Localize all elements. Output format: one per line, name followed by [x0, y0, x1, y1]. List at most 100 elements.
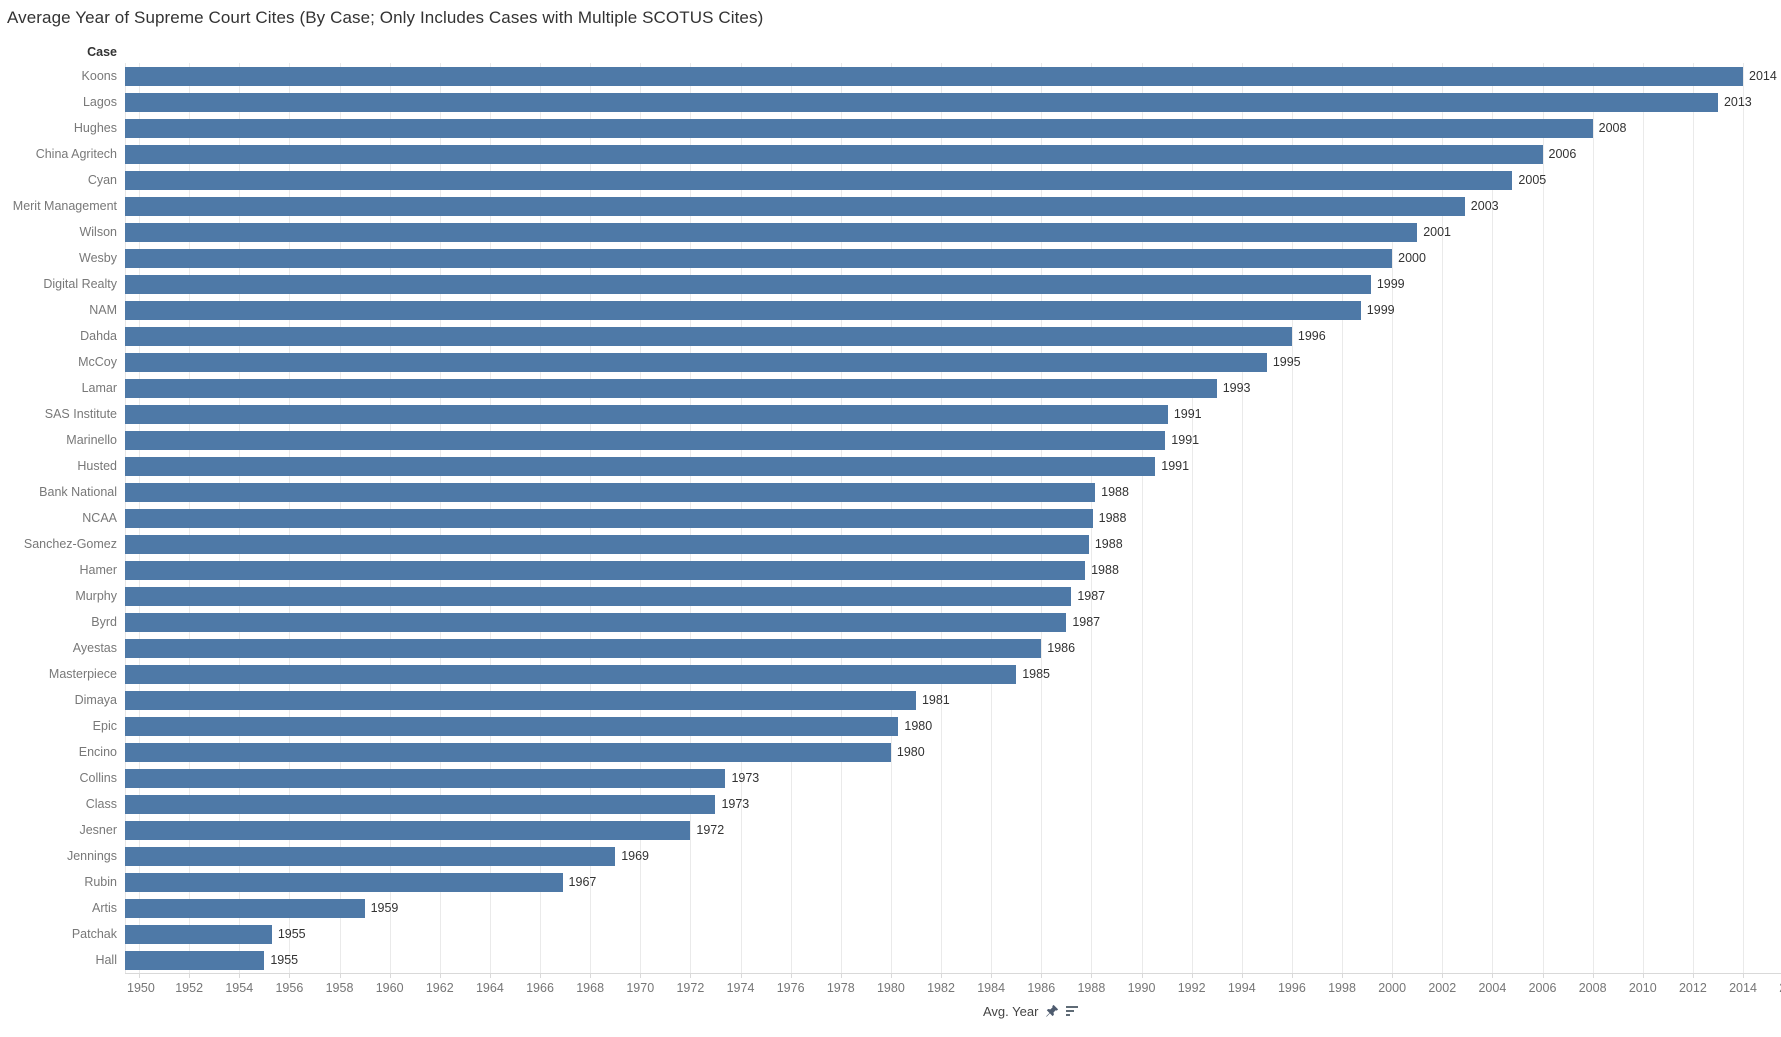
bar-value-label: 1991	[1161, 459, 1190, 473]
bar-encino[interactable]	[125, 742, 891, 762]
row-label-ayestas[interactable]: Ayestas	[72, 641, 117, 655]
row-label-nam[interactable]: NAM	[89, 303, 117, 317]
x-tick-mark	[1041, 973, 1043, 978]
row-label-jesner[interactable]: Jesner	[79, 823, 117, 837]
bar-lamar[interactable]	[125, 378, 1217, 398]
row-label-hamer[interactable]: Hamer	[79, 563, 117, 577]
bar-mccoy[interactable]	[125, 352, 1267, 372]
bar-wilson[interactable]	[125, 222, 1418, 242]
row-label-marinello[interactable]: Marinello	[66, 433, 117, 447]
row-label-bank-national[interactable]: Bank National	[39, 485, 117, 499]
bar-value-label: 1980	[896, 745, 925, 759]
x-tick-label: 1988	[1077, 981, 1106, 995]
bar-bank-national[interactable]	[125, 482, 1096, 502]
row-label-husted[interactable]: Husted	[77, 459, 117, 473]
row-label-patchak[interactable]: Patchak	[71, 927, 117, 941]
bar-sanchez-gomez[interactable]	[125, 534, 1089, 554]
row-label-lamar[interactable]: Lamar	[81, 381, 117, 395]
bar-koons[interactable]	[125, 66, 1743, 86]
bar-value-label: 2005	[1518, 173, 1547, 187]
bar-masterpiece[interactable]	[125, 664, 1017, 684]
row-label-wilson[interactable]: Wilson	[79, 225, 117, 239]
row-label-epic[interactable]: Epic	[92, 719, 117, 733]
bar-epic[interactable]	[125, 716, 899, 736]
row-label-masterpiece[interactable]: Masterpiece	[48, 667, 117, 681]
x-tick-mark	[139, 973, 140, 978]
row-label-hall[interactable]: Hall	[95, 953, 117, 967]
x-tick-label: 1994	[1227, 981, 1256, 995]
x-tick-label: 1958	[325, 981, 354, 995]
bar-rubin[interactable]	[125, 872, 563, 892]
bar-nam[interactable]	[125, 300, 1361, 320]
row-label-murphy[interactable]: Murphy	[75, 589, 117, 603]
row-label-cyan[interactable]: Cyan	[87, 173, 117, 187]
pin-icon[interactable]	[1045, 1004, 1059, 1018]
x-tick-mark	[1592, 973, 1594, 978]
bar-artis[interactable]	[125, 898, 365, 918]
bar-ayestas[interactable]	[125, 638, 1042, 658]
gridline	[1592, 63, 1594, 973]
row-label-encino[interactable]: Encino	[78, 745, 117, 759]
gridline	[1241, 63, 1243, 973]
bar-hamer[interactable]	[125, 560, 1086, 580]
bar-china-agritech[interactable]	[125, 144, 1543, 164]
row-label-koons[interactable]: Koons	[81, 69, 117, 83]
bar-sas-institute[interactable]	[125, 404, 1168, 424]
x-tick-mark	[239, 973, 241, 978]
x-tick-label: 1978	[826, 981, 855, 995]
x-tick-mark	[289, 973, 291, 978]
gridline	[1191, 63, 1193, 973]
bar-collins[interactable]	[125, 768, 726, 788]
row-label-sanchez-gomez[interactable]: Sanchez-Gomez	[23, 537, 117, 551]
bar-byrd[interactable]	[125, 612, 1067, 632]
x-tick-mark	[1743, 973, 1744, 978]
bar-value-label: 2008	[1598, 121, 1627, 135]
row-label-dahda[interactable]: Dahda	[80, 329, 117, 343]
row-label-merit-management[interactable]: Merit Management	[12, 199, 117, 213]
sort-descending-icon[interactable]	[1066, 1005, 1079, 1017]
row-label-dimaya[interactable]: Dimaya	[74, 693, 117, 707]
bar-husted[interactable]	[125, 456, 1156, 476]
bar-digital-realty[interactable]	[125, 274, 1371, 294]
bar-marinello[interactable]	[125, 430, 1166, 450]
row-label-ncaa[interactable]: NCAA	[82, 511, 117, 525]
bar-value-label: 2014	[1749, 69, 1777, 83]
row-label-sas-institute[interactable]: SAS Institute	[44, 407, 117, 421]
row-label-hughes[interactable]: Hughes	[73, 121, 117, 135]
row-label-class[interactable]: Class	[85, 797, 117, 811]
bar-merit-management[interactable]	[125, 196, 1465, 216]
bar-value-label: 1996	[1297, 329, 1326, 343]
x-tick-label: 1980	[876, 981, 905, 995]
plot-area: Koons 2014 Lagos 2013 Hughes 2008 China Agrite…	[0, 63, 1781, 973]
bar-value-label: 1955	[277, 927, 306, 941]
row-label-artis[interactable]: Artis	[92, 901, 117, 915]
row-label-rubin[interactable]: Rubin	[84, 875, 117, 889]
row-label-china-agritech[interactable]: China Agritech	[35, 147, 117, 161]
bar-wesby[interactable]	[125, 248, 1393, 268]
row-label-mccoy[interactable]: McCoy	[78, 355, 117, 369]
x-tick-mark	[991, 973, 993, 978]
row-label-byrd[interactable]: Byrd	[91, 615, 117, 629]
bar-value-label: 1991	[1171, 433, 1200, 447]
bar-jennings[interactable]	[125, 846, 616, 866]
bar-hughes[interactable]	[125, 118, 1593, 138]
row-label-digital-realty[interactable]: Digital Realty	[43, 277, 117, 291]
bar-ncaa[interactable]	[125, 508, 1093, 528]
bar-cyan[interactable]	[125, 170, 1513, 190]
x-tick-mark	[389, 973, 391, 978]
x-tick-label: 1956	[275, 981, 304, 995]
row-label-lagos[interactable]: Lagos	[82, 95, 117, 109]
row-label-wesby[interactable]: Wesby	[79, 251, 117, 265]
row-label-collins[interactable]: Collins	[79, 771, 117, 785]
bar-murphy[interactable]	[125, 586, 1072, 606]
bar-lagos[interactable]	[125, 92, 1718, 112]
row-label-jennings[interactable]: Jennings	[66, 849, 117, 863]
bar-value-label: 2001	[1423, 225, 1451, 239]
bar-dimaya[interactable]	[125, 690, 916, 710]
bar-dahda[interactable]	[125, 326, 1292, 346]
bar-patchak[interactable]	[125, 924, 272, 944]
bar-hall[interactable]	[125, 950, 265, 970]
bar-class[interactable]	[125, 794, 716, 814]
bar-jesner[interactable]	[125, 820, 691, 840]
